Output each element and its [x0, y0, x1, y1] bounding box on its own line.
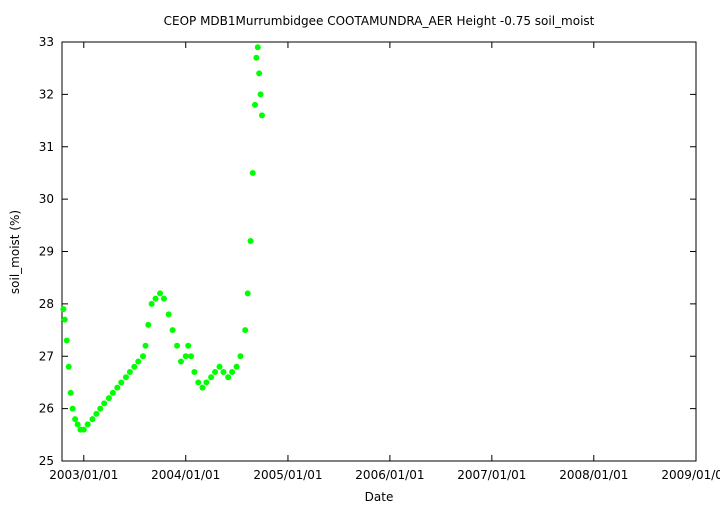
data-point — [233, 363, 240, 370]
data-point — [242, 327, 249, 334]
data-point — [182, 353, 189, 360]
data-point — [67, 389, 74, 396]
data-point — [208, 374, 215, 381]
data-point — [84, 421, 91, 428]
data-point — [229, 368, 236, 375]
data-point — [244, 290, 251, 297]
data-point — [126, 368, 133, 375]
data-point — [216, 363, 223, 370]
data-point — [135, 358, 142, 365]
data-point — [254, 44, 261, 51]
data-point — [60, 306, 67, 313]
data-point — [131, 363, 138, 370]
data-point — [174, 342, 181, 349]
data-point — [114, 384, 121, 391]
data-point — [212, 368, 219, 375]
data-point — [177, 358, 184, 365]
x-axis: 2003/01/01 2004/01/01 2005/01/01 2006/01/01… — [49, 42, 720, 482]
data-point — [257, 91, 264, 98]
y-tick-label: 32 — [39, 87, 54, 101]
x-tick-label: 2006/01/01 — [355, 468, 424, 482]
data-point — [139, 353, 146, 360]
y-tick-label: 28 — [39, 297, 54, 311]
data-point — [148, 300, 155, 307]
data-point — [61, 316, 68, 323]
x-tick-label: 2008/01/01 — [559, 468, 628, 482]
y-axis: 25 26 27 28 29 30 31 32 33 — [39, 35, 696, 468]
data-point — [195, 379, 202, 386]
data-point — [63, 337, 70, 344]
data-point — [251, 101, 258, 108]
data-point — [142, 342, 149, 349]
data-point — [152, 295, 159, 302]
data-point — [256, 70, 263, 77]
data-point — [93, 410, 100, 417]
y-tick-label: 29 — [39, 245, 54, 259]
data-point — [185, 342, 192, 349]
data-point — [101, 400, 108, 407]
plot-frame — [61, 41, 697, 462]
y-tick-label: 25 — [39, 454, 54, 468]
x-axis-label: Date — [365, 490, 394, 504]
data-point — [97, 405, 104, 412]
chart-title: CEOP MDB1Murrumbidgee COOTAMUNDRA_AER He… — [164, 14, 595, 28]
data-point — [145, 321, 152, 328]
data-point — [65, 363, 72, 370]
data-point — [80, 426, 87, 433]
data-point — [237, 353, 244, 360]
data-point — [160, 295, 167, 302]
data-point — [188, 353, 195, 360]
x-tick-label: 2007/01/01 — [457, 468, 526, 482]
data-point — [199, 384, 206, 391]
x-tick-label: 2009/01/01 — [661, 468, 720, 482]
data-point — [225, 374, 232, 381]
data-point — [122, 374, 129, 381]
data-point — [74, 421, 81, 428]
x-tick-label: 2005/01/01 — [253, 468, 322, 482]
data-point — [191, 368, 198, 375]
data-point — [247, 238, 254, 245]
y-tick-label: 31 — [39, 140, 54, 154]
data-point — [69, 405, 76, 412]
data-point — [165, 311, 172, 318]
y-tick-label: 27 — [39, 349, 54, 363]
x-tick-label: 2003/01/01 — [49, 468, 118, 482]
data-point — [203, 379, 210, 386]
data-point — [258, 112, 265, 119]
y-axis-label: soil_moist (%) — [8, 210, 22, 294]
data-point — [72, 416, 79, 423]
y-tick-label: 26 — [39, 402, 54, 416]
data-point — [169, 327, 176, 334]
x-tick-label: 2004/01/01 — [151, 468, 220, 482]
data-point — [249, 169, 256, 176]
y-tick-label: 33 — [39, 35, 54, 49]
data-point — [118, 379, 125, 386]
data-point — [89, 416, 96, 423]
data-point — [157, 290, 164, 297]
data-point — [109, 389, 116, 396]
data-series — [60, 44, 265, 433]
data-point — [220, 368, 227, 375]
y-tick-label: 30 — [39, 192, 54, 206]
data-point — [253, 54, 260, 61]
data-point — [105, 395, 112, 402]
